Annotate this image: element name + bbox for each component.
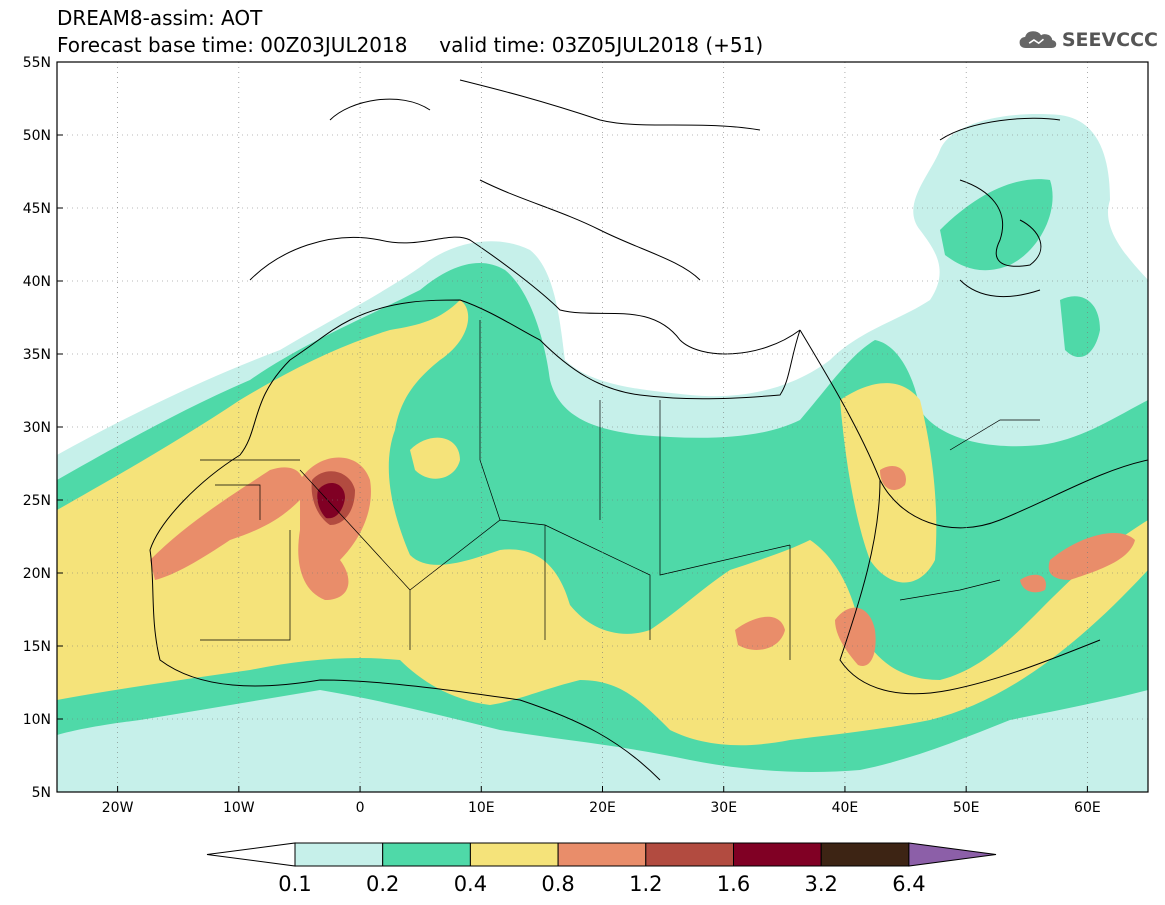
colorbar-over-arrow xyxy=(908,842,997,867)
x-tick-label: 10E xyxy=(468,800,495,816)
y-tick-label: 30N xyxy=(23,420,51,436)
latitude-axis: 55N 50N 45N 40N 35N 30N 25N 20N 15N 10N 5N xyxy=(23,55,63,801)
colorbar: 0.1 0.2 0.4 0.8 1.2 1.6 3.2 6.4 xyxy=(206,842,997,896)
coastlines xyxy=(149,79,1148,781)
colorbar-label: 6.4 xyxy=(892,872,925,896)
colorbar-label: 0.1 xyxy=(278,872,311,896)
y-tick-label: 25N xyxy=(23,493,51,509)
colorbar-segment xyxy=(557,842,647,867)
country-borders xyxy=(200,320,1040,660)
colorbar-label: 0.8 xyxy=(541,872,574,896)
cloud-icon xyxy=(1019,31,1057,48)
y-tick-label: 45N xyxy=(23,201,51,217)
x-tick-label: 20W xyxy=(102,800,134,816)
y-tick-label: 15N xyxy=(23,639,51,655)
colorbar-label: 1.6 xyxy=(717,872,750,896)
colorbar-segment xyxy=(294,842,384,867)
longitude-axis: 20W 10W 0 10E 20E 30E 40E 50E 60E xyxy=(102,786,1101,816)
y-tick-label: 55N xyxy=(23,55,51,71)
colorbar-segment xyxy=(645,842,734,867)
colorbar-label: 0.4 xyxy=(454,872,487,896)
colorbar-segment xyxy=(382,842,471,867)
map-title: DREAM8-assim: AOT xyxy=(57,6,263,30)
x-tick-label: 40E xyxy=(832,800,859,816)
y-tick-label: 50N xyxy=(23,128,51,144)
map-subtitle: Forecast base time: 00Z03JUL2018 valid t… xyxy=(57,33,764,57)
colorbar-segment xyxy=(820,842,910,867)
colorbar-segment xyxy=(469,842,559,867)
aot-field-1.6 xyxy=(317,483,345,519)
aot-fields xyxy=(57,114,1148,792)
colorbar-label: 3.2 xyxy=(804,872,837,896)
colorbar-segment xyxy=(733,842,822,867)
aot-field-0.4 xyxy=(57,300,1148,746)
grid-lines xyxy=(57,62,1148,792)
x-tick-label: 20E xyxy=(589,800,616,816)
x-tick-label: 50E xyxy=(953,800,980,816)
colorbar-label: 1.2 xyxy=(629,872,662,896)
x-tick-label: 10W xyxy=(223,800,255,816)
x-tick-label: 60E xyxy=(1074,800,1101,816)
logo-text: SEEVCCC xyxy=(1061,29,1158,51)
y-tick-label: 20N xyxy=(23,566,51,582)
y-tick-label: 10N xyxy=(23,712,51,728)
x-tick-label: 0 xyxy=(356,800,365,816)
y-tick-label: 40N xyxy=(23,274,51,290)
y-tick-label: 5N xyxy=(32,785,51,801)
x-tick-label: 30E xyxy=(710,800,737,816)
colorbar-label: 0.2 xyxy=(366,872,399,896)
y-tick-label: 35N xyxy=(23,347,51,363)
colorbar-under-arrow xyxy=(206,842,296,867)
seevccc-logo: SEEVCCC xyxy=(1018,24,1158,56)
